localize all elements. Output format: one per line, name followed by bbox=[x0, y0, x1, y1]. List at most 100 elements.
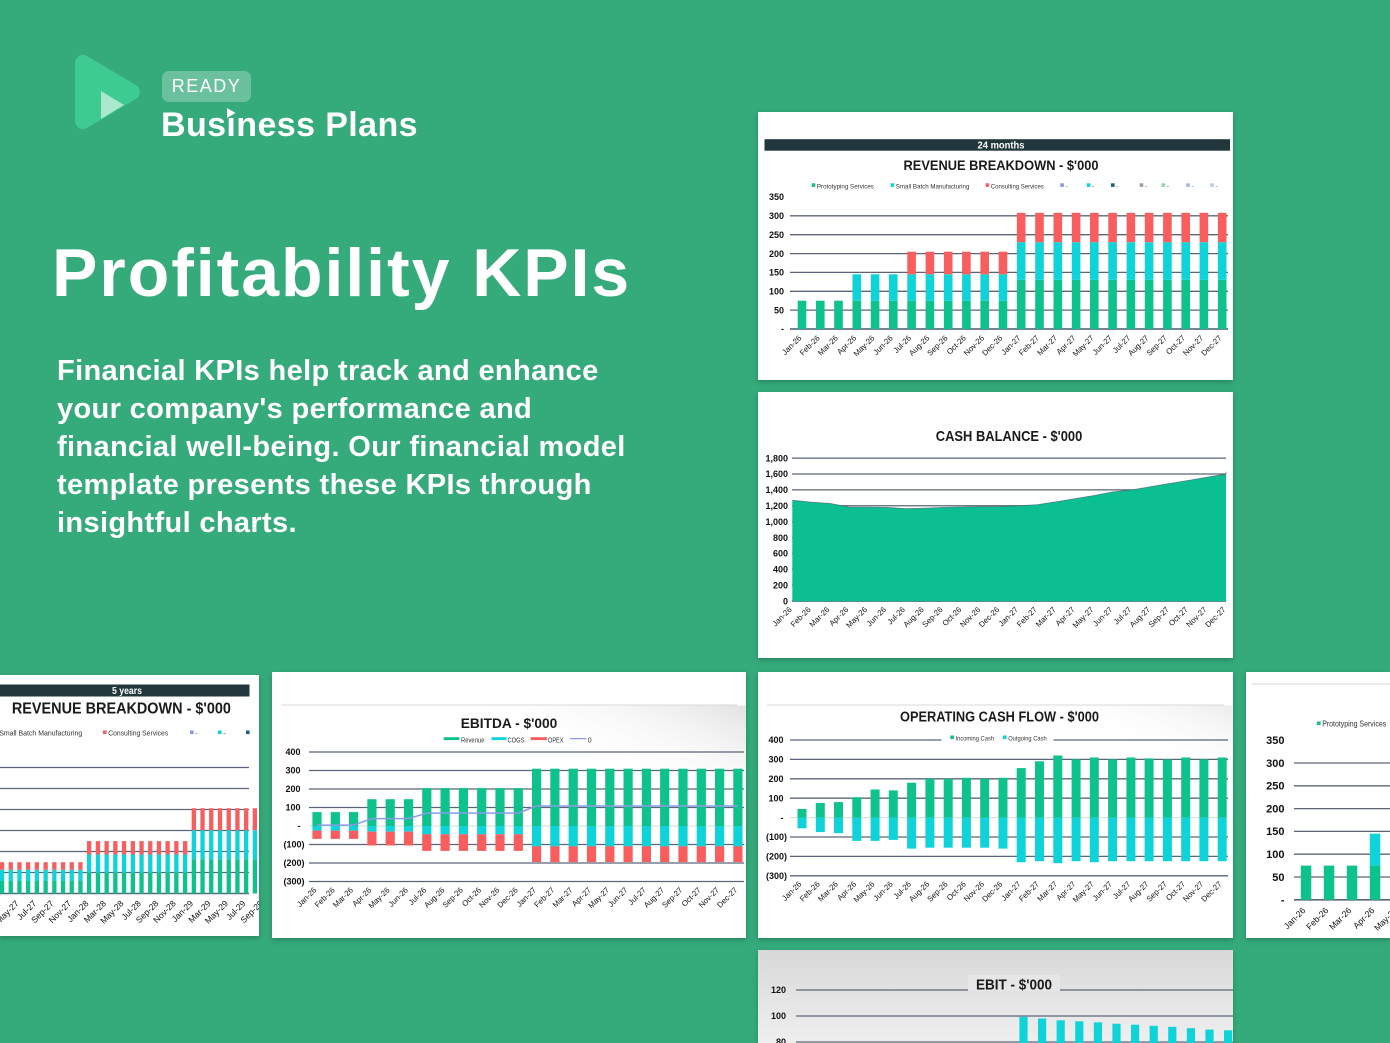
svg-text:Mar-26: Mar-26 bbox=[1327, 905, 1353, 931]
svg-text:50: 50 bbox=[1272, 872, 1284, 884]
svg-text:Jan-26: Jan-26 bbox=[1282, 905, 1308, 931]
svg-text:250: 250 bbox=[1266, 781, 1284, 793]
svg-text:300: 300 bbox=[285, 766, 300, 776]
svg-text:COGS: COGS bbox=[508, 738, 525, 745]
svg-text:150: 150 bbox=[1266, 826, 1284, 838]
svg-text:200: 200 bbox=[285, 784, 300, 794]
svg-text:0: 0 bbox=[588, 738, 592, 745]
svg-text:CASH BALANCE - $'000: CASH BALANCE - $'000 bbox=[936, 428, 1083, 445]
svg-text:Consulting Services: Consulting Services bbox=[991, 183, 1045, 190]
svg-text:Sep-26: Sep-26 bbox=[441, 886, 465, 910]
svg-text:100: 100 bbox=[768, 793, 783, 803]
svg-text:Small Batch Manufacturing: Small Batch Manufacturing bbox=[0, 729, 82, 738]
svg-text:Jun-26: Jun-26 bbox=[871, 334, 894, 357]
svg-text:-: - bbox=[1116, 183, 1118, 190]
svg-text:-: - bbox=[781, 324, 784, 334]
svg-text:-: - bbox=[1066, 183, 1068, 190]
svg-text:200: 200 bbox=[768, 774, 783, 784]
svg-text:-: - bbox=[298, 821, 301, 831]
svg-text:Mar-26: Mar-26 bbox=[808, 605, 832, 629]
svg-text:Dec-27: Dec-27 bbox=[1199, 334, 1223, 358]
svg-text:REVENUE BREAKDOWN - $'000: REVENUE BREAKDOWN - $'000 bbox=[12, 701, 231, 718]
svg-text:Small Batch Manufacturing: Small Batch Manufacturing bbox=[896, 183, 970, 190]
svg-text:Consulting Services: Consulting Services bbox=[108, 729, 168, 738]
svg-text:Mar-27: Mar-27 bbox=[1035, 880, 1059, 904]
svg-text:200: 200 bbox=[773, 581, 788, 591]
svg-text:Sep-26: Sep-26 bbox=[925, 334, 949, 358]
svg-text:1,400: 1,400 bbox=[765, 485, 788, 495]
svg-text:Dec-26: Dec-26 bbox=[977, 605, 1001, 629]
svg-text:Mar-27: Mar-27 bbox=[1034, 605, 1058, 629]
svg-text:Dec-27: Dec-27 bbox=[715, 886, 739, 910]
svg-text:(300): (300) bbox=[283, 877, 304, 887]
svg-text:-: - bbox=[1092, 183, 1094, 190]
svg-text:(100): (100) bbox=[766, 832, 787, 842]
svg-text:350: 350 bbox=[769, 192, 784, 202]
svg-text:100: 100 bbox=[769, 287, 784, 297]
svg-text:1,800: 1,800 bbox=[765, 453, 788, 463]
svg-text:50: 50 bbox=[774, 305, 784, 315]
svg-text:-: - bbox=[1215, 183, 1217, 190]
svg-text:600: 600 bbox=[773, 549, 788, 559]
svg-text:Dec-26: Dec-26 bbox=[980, 880, 1004, 904]
svg-text:OPEX: OPEX bbox=[548, 738, 564, 745]
svg-text:Jun-27: Jun-27 bbox=[606, 886, 629, 909]
svg-text:0: 0 bbox=[783, 596, 788, 606]
svg-text:May-26: May-26 bbox=[1372, 905, 1390, 932]
svg-text:Dec-26: Dec-26 bbox=[496, 886, 520, 910]
svg-text:1,600: 1,600 bbox=[765, 469, 788, 479]
svg-text:1,200: 1,200 bbox=[765, 501, 788, 511]
svg-text:80: 80 bbox=[776, 1037, 786, 1043]
svg-text:May-27: May-27 bbox=[1071, 605, 1096, 630]
svg-text:Sep-27: Sep-27 bbox=[1145, 334, 1169, 358]
svg-text:100: 100 bbox=[771, 1011, 786, 1021]
svg-text:Jun-26: Jun-26 bbox=[387, 886, 410, 909]
svg-text:REVENUE BREAKDOWN - $'000: REVENUE BREAKDOWN - $'000 bbox=[904, 157, 1099, 173]
svg-text:Mar-26: Mar-26 bbox=[816, 334, 840, 358]
svg-text:-: - bbox=[195, 729, 198, 738]
svg-text:400: 400 bbox=[285, 747, 300, 757]
svg-text:Jun-26: Jun-26 bbox=[871, 880, 894, 903]
svg-text:OPERATING CASH FLOW - $'000: OPERATING CASH FLOW - $'000 bbox=[900, 709, 1099, 725]
svg-text:400: 400 bbox=[768, 735, 783, 745]
svg-text:-: - bbox=[223, 729, 226, 738]
svg-text:200: 200 bbox=[1266, 803, 1284, 815]
svg-text:Prototyping Services: Prototyping Services bbox=[817, 183, 875, 190]
svg-text:5 years: 5 years bbox=[112, 686, 142, 697]
svg-text:EBITDA - $'000: EBITDA - $'000 bbox=[461, 715, 558, 731]
svg-text:1,000: 1,000 bbox=[765, 517, 788, 527]
svg-text:-: - bbox=[1167, 183, 1169, 190]
svg-text:-: - bbox=[1145, 183, 1147, 190]
svg-text:Dec-27: Dec-27 bbox=[1199, 880, 1223, 904]
svg-text:24 months: 24 months bbox=[978, 140, 1025, 151]
svg-text:Feb-26: Feb-26 bbox=[1304, 905, 1330, 931]
svg-text:Incoming Cash: Incoming Cash bbox=[956, 736, 995, 743]
svg-text:200: 200 bbox=[769, 249, 784, 259]
svg-text:300: 300 bbox=[769, 211, 784, 221]
svg-text:300: 300 bbox=[768, 755, 783, 765]
svg-text:800: 800 bbox=[773, 533, 788, 543]
svg-text:150: 150 bbox=[769, 268, 784, 278]
svg-text:Mar-26: Mar-26 bbox=[331, 886, 355, 910]
svg-text:Dec-27: Dec-27 bbox=[1203, 605, 1227, 629]
svg-text:(100): (100) bbox=[283, 840, 304, 850]
svg-text:100: 100 bbox=[1266, 849, 1284, 861]
svg-text:Jun-27: Jun-27 bbox=[1091, 880, 1114, 903]
svg-text:Sep-26: Sep-26 bbox=[920, 605, 944, 629]
svg-text:350: 350 bbox=[1266, 735, 1284, 747]
svg-text:400: 400 bbox=[773, 565, 788, 575]
svg-text:-: - bbox=[1281, 895, 1285, 907]
svg-text:Jun-27: Jun-27 bbox=[1091, 334, 1114, 357]
svg-text:Outgoing Cash: Outgoing Cash bbox=[1008, 736, 1047, 743]
svg-text:300: 300 bbox=[1266, 758, 1284, 770]
svg-text:Jun-27: Jun-27 bbox=[1091, 605, 1114, 628]
svg-text:Jun-26: Jun-26 bbox=[865, 605, 888, 628]
svg-text:(200): (200) bbox=[283, 858, 304, 868]
svg-text:Mar-27: Mar-27 bbox=[1035, 334, 1059, 358]
svg-text:-: - bbox=[1191, 183, 1193, 190]
svg-text:250: 250 bbox=[769, 230, 784, 240]
svg-text:Revenue: Revenue bbox=[461, 738, 485, 745]
svg-text:Sep-27: Sep-27 bbox=[1145, 880, 1169, 904]
svg-text:Mar-27: Mar-27 bbox=[551, 886, 575, 910]
svg-text:May-26: May-26 bbox=[844, 605, 869, 630]
